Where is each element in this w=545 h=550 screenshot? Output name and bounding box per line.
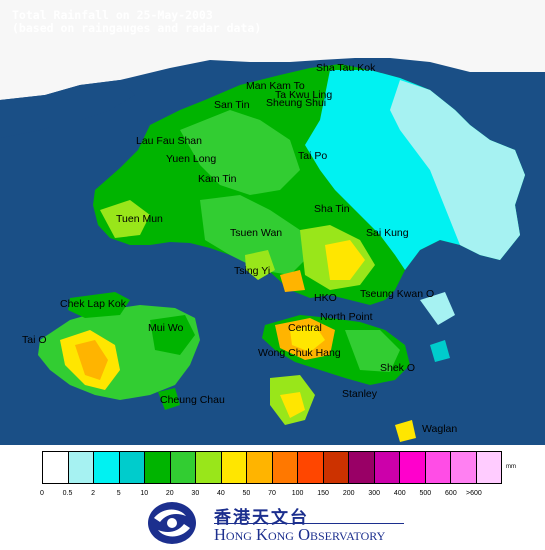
label-tsuen-wan: Tsuen Wan [230,227,283,239]
legend-tick-label: 70 [268,490,276,497]
legend-tick-label: 30 [191,490,200,497]
legend-tick-label: 5 [116,490,121,497]
legend-swatch [68,452,94,483]
legend-tick-label: 2 [91,490,96,497]
label-tseung-kwan-o: Tseung Kwan O [360,288,435,300]
label-tuen-mun: Tuen Mun [116,213,163,225]
hko-logo: 香港天文台 Hong Kong Observatory [146,500,406,546]
legend-swatch [400,452,426,483]
legend-tick-label: 400 [393,490,406,497]
label-lau-fau-shan: Lau Fau Shan [136,135,202,147]
logo-english-name: Hong Kong Observatory [214,525,385,545]
legend-tick-label: 150 [317,490,329,497]
legend-swatch [221,452,247,483]
logo-divider [214,523,404,524]
legend-unit: mm [506,464,516,470]
label-central: Central [288,322,322,334]
label-mui-wo: Mui Wo [148,322,184,334]
legend-tick-label: 20 [165,490,174,497]
label-chek-lap-kok: Chek Lap Kok [60,298,126,310]
legend-tick-label: 10 [140,490,149,497]
label-san-tin: San Tin [214,99,250,111]
legend-tick-label: 40 [216,490,225,497]
legend-swatch [476,452,501,483]
label-sheung-shui: Sheung Shui [266,97,327,109]
label-ta-kwu-ling: Ta Kwu Ling [275,89,333,101]
label-sha-tin: Sha Tin [314,203,350,215]
legend-tick-label: 0.5 [62,490,73,497]
label-cheung-chau: Cheung Chau [160,394,225,406]
mainland-china [0,0,545,100]
legend-swatch [247,452,273,483]
legend-swatch [170,452,196,483]
legend-tick-label: 300 [368,490,381,497]
legend-swatch [119,452,145,483]
legend-swatch [374,452,400,483]
legend-tick-label: 200 [342,490,355,497]
legend-tick-label: 0 [40,490,44,497]
map-subtitle: (based on raingauges and radar data) [12,21,262,35]
rainfall-map [0,0,545,445]
label-stanley: Stanley [342,388,378,400]
label-yuen-long: Yuen Long [166,153,217,165]
legend-swatch [298,452,324,483]
legend-swatch [272,452,298,483]
legend-swatch [145,452,171,483]
logo-english-text: Hong Kong Observatory [214,525,386,544]
legend-swatch [323,452,349,483]
label-shek-o: Shek O [380,362,416,374]
legend-swatch [451,452,477,483]
legend-tick-label: 100 [291,490,304,497]
label-kam-tin: Kam Tin [198,173,237,185]
label-waglan: Waglan [422,423,458,435]
map-title: Total Rainfall on 25-May-2003 [12,8,213,22]
label-sha-tau-kok: Sha Tau Kok [316,62,376,74]
legend-tick-label: 50 [242,490,251,497]
label-wong-chuk-hang: Wong Chuk Hang [258,347,341,359]
legend-tick-label: >600 [465,490,482,497]
label-tai-o: Tai O [22,334,47,346]
label-north-point: North Point [320,311,373,323]
legend-swatch [349,452,375,483]
label-tai-po: Tai Po [298,150,328,162]
label-hko: HKO [314,292,337,304]
legend-tick-label: 500 [419,490,432,497]
label-man-kam-to: Man Kam To [246,80,305,92]
label-tsing-yi: Tsing Yi [234,265,271,277]
legend-swatch [94,452,120,483]
legend-swatch [43,452,69,483]
label-sai-kung: Sai Kung [366,227,409,239]
legend-tick-label: 600 [445,490,457,497]
legend-swatch [425,452,451,483]
rainfall-legend [42,451,502,484]
hko-logo-emblem-icon [148,502,196,544]
legend-swatch [196,452,222,483]
